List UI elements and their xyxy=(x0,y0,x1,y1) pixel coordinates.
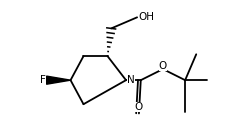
Text: OH: OH xyxy=(138,12,154,22)
Text: O: O xyxy=(135,102,143,112)
Polygon shape xyxy=(47,76,71,84)
Text: N: N xyxy=(128,75,135,85)
Text: O: O xyxy=(159,61,167,71)
Text: F: F xyxy=(40,75,46,85)
